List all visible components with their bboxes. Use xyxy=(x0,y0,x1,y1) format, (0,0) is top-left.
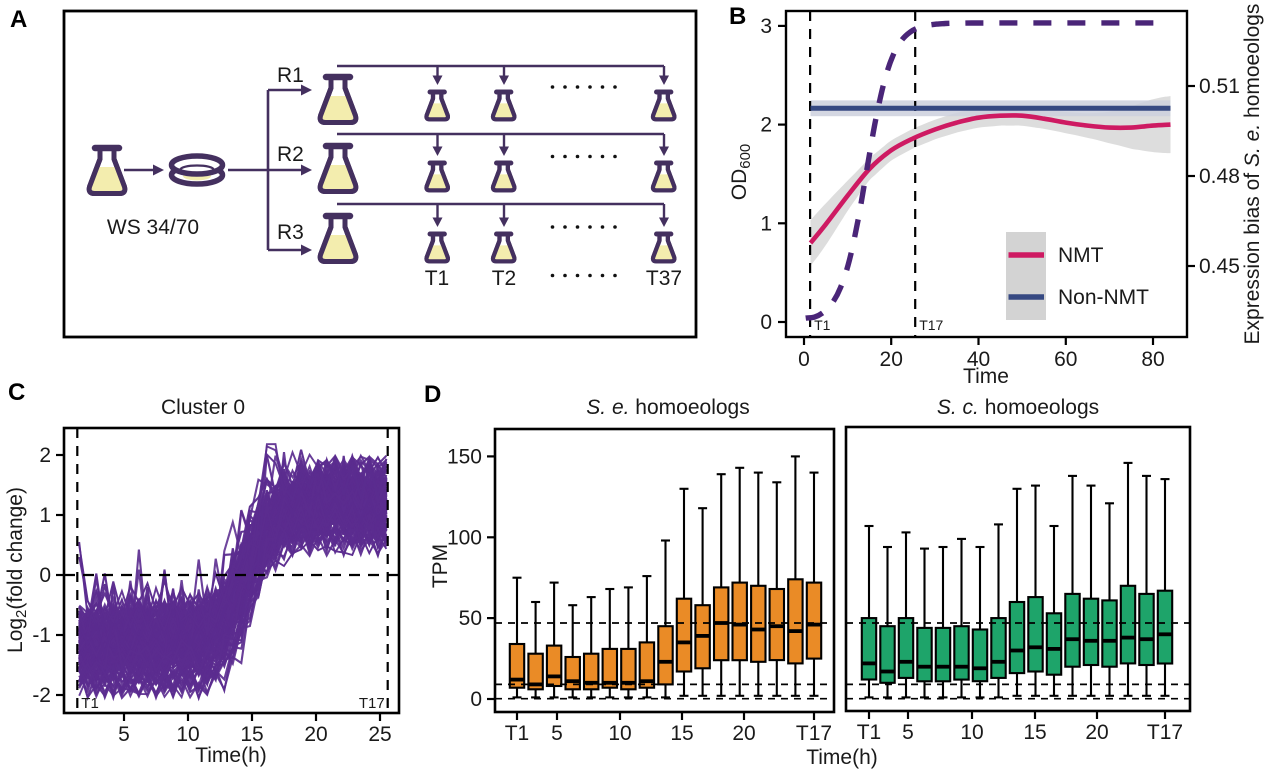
svg-text:40: 40 xyxy=(967,348,990,371)
svg-text:0: 0 xyxy=(798,348,810,371)
svg-text:T17: T17 xyxy=(359,695,385,712)
svg-text:60: 60 xyxy=(1054,348,1077,371)
svg-text:100: 100 xyxy=(447,526,482,549)
svg-text:OD600: OD600 xyxy=(728,144,754,201)
svg-text:1: 1 xyxy=(39,504,51,527)
svg-text:150: 150 xyxy=(447,445,482,468)
svg-text:Time(h): Time(h) xyxy=(195,744,267,767)
svg-text:10: 10 xyxy=(608,722,631,745)
svg-text:0: 0 xyxy=(470,688,482,711)
svg-text:5: 5 xyxy=(118,723,130,746)
svg-text:S. c. homoeologs: S. c. homoeologs xyxy=(937,396,1099,419)
svg-text:T17: T17 xyxy=(796,722,832,745)
svg-text:0.51: 0.51 xyxy=(1199,75,1240,98)
svg-text:-2: -2 xyxy=(32,684,51,707)
svg-text:R2: R2 xyxy=(277,143,304,166)
svg-text:T1: T1 xyxy=(857,721,882,744)
svg-text:Log2(fold change): Log2(fold change) xyxy=(4,487,30,653)
svg-text:Cluster 0: Cluster 0 xyxy=(161,396,245,419)
svg-text:R1: R1 xyxy=(277,64,304,87)
svg-text:NMT: NMT xyxy=(1058,244,1104,267)
svg-text:0.48: 0.48 xyxy=(1199,165,1240,188)
svg-text:15: 15 xyxy=(1023,721,1046,744)
svg-text:0: 0 xyxy=(39,564,51,587)
svg-text:5: 5 xyxy=(902,721,914,744)
svg-text:20: 20 xyxy=(1085,721,1108,744)
svg-text:80: 80 xyxy=(1141,348,1164,371)
svg-text:15: 15 xyxy=(240,723,263,746)
svg-text:R3: R3 xyxy=(277,221,304,244)
svg-text:50: 50 xyxy=(459,607,482,630)
svg-text:WS 34/70: WS 34/70 xyxy=(107,216,199,239)
svg-text:10: 10 xyxy=(960,721,983,744)
svg-text:0: 0 xyxy=(760,311,772,334)
svg-text:Expression bias of S. e. homoe: Expression bias of S. e. homoeologs xyxy=(1241,4,1264,345)
svg-text:T1: T1 xyxy=(505,722,530,745)
svg-text:0.45: 0.45 xyxy=(1199,255,1240,278)
svg-text:20: 20 xyxy=(880,348,903,371)
svg-text:-1: -1 xyxy=(32,624,51,647)
svg-text:15: 15 xyxy=(670,722,693,745)
svg-text:20: 20 xyxy=(732,722,755,745)
svg-text:10: 10 xyxy=(176,723,199,746)
svg-text:T1: T1 xyxy=(81,695,99,712)
svg-text:20: 20 xyxy=(304,723,327,746)
svg-text:5: 5 xyxy=(551,722,563,745)
svg-text:TPM: TPM xyxy=(429,544,452,588)
svg-text:T1: T1 xyxy=(425,267,450,290)
svg-text:Time: Time xyxy=(963,365,1009,388)
svg-text:3: 3 xyxy=(760,15,772,38)
svg-text:T2: T2 xyxy=(492,267,517,290)
svg-text:T37: T37 xyxy=(646,267,682,290)
svg-text:2: 2 xyxy=(760,114,772,137)
svg-text:T17: T17 xyxy=(1147,721,1183,744)
svg-text:Time(h): Time(h) xyxy=(806,746,878,769)
svg-text:S. e. homoeologs: S. e. homoeologs xyxy=(586,396,749,419)
svg-text:25: 25 xyxy=(368,723,391,746)
svg-text:T1: T1 xyxy=(814,317,831,333)
svg-text:2: 2 xyxy=(39,444,51,467)
svg-text:1: 1 xyxy=(760,212,772,235)
svg-text:Non-NMT: Non-NMT xyxy=(1058,286,1149,309)
svg-text:T17: T17 xyxy=(919,317,943,333)
